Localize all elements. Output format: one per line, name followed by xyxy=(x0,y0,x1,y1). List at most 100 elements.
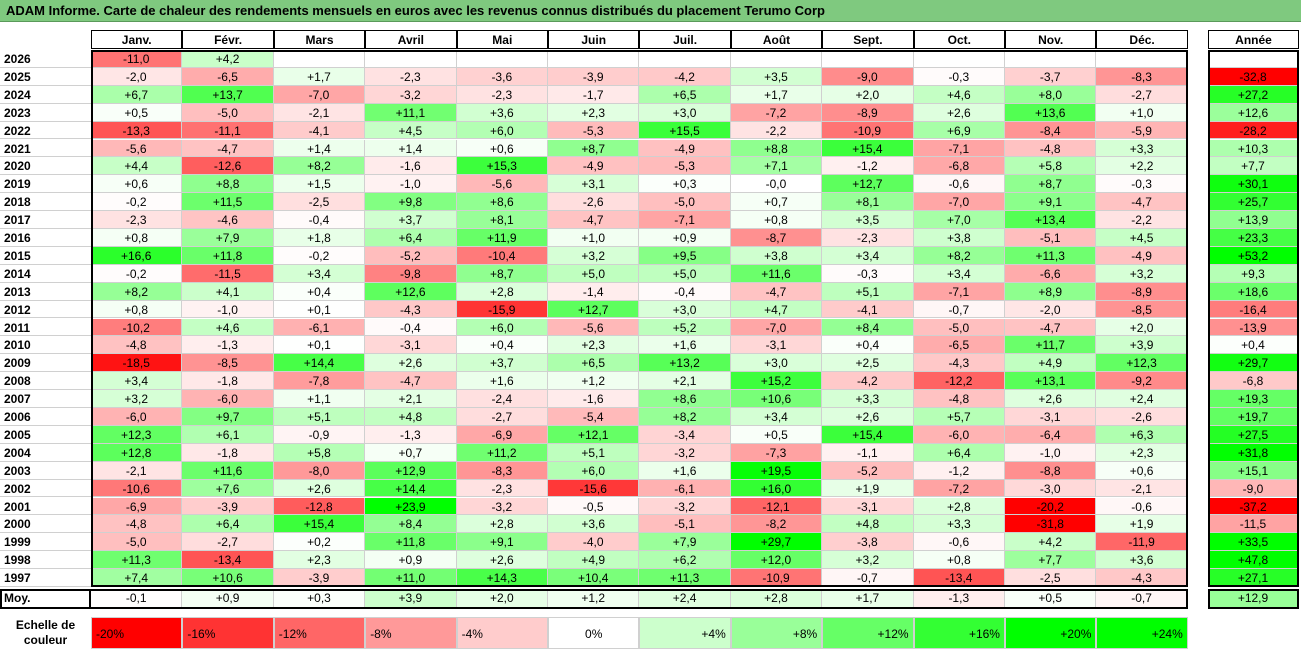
legend-stop: +20% xyxy=(1005,617,1097,649)
heatmap-cell: -0,4 xyxy=(273,211,366,229)
annual-cell: -11,5 xyxy=(1208,515,1299,534)
annual-cell: -9,0 xyxy=(1208,479,1299,498)
heatmap-cell: +2,8 xyxy=(456,282,548,301)
legend-stop: -20% xyxy=(91,617,183,649)
heatmap-cell: +2,6 xyxy=(456,551,548,570)
heatmap-cell: -4,7 xyxy=(365,372,457,391)
heatmap-cell: +13,6 xyxy=(1005,103,1097,122)
month-header: Déc. xyxy=(1096,30,1188,49)
annual-cell: -28,2 xyxy=(1208,121,1299,140)
heatmap-cell: -5,6 xyxy=(456,175,548,194)
heatmap-cell: +7,9 xyxy=(182,229,274,247)
average-cell: +2,8 xyxy=(730,589,823,609)
heatmap-cell: +2,6 xyxy=(273,479,366,498)
heatmap-cell: +11,8 xyxy=(365,533,457,552)
heatmap-cell: -5,2 xyxy=(822,461,914,480)
heatmap-cell: -6,4 xyxy=(1005,425,1097,444)
heatmap-cell: -2,0 xyxy=(1005,300,1097,319)
heatmap-cell: +12,7 xyxy=(548,300,640,319)
heatmap-cell: +6,0 xyxy=(456,318,548,337)
year-label: 2023 xyxy=(0,103,91,122)
heatmap-cell: +5,7 xyxy=(913,408,1005,426)
heatmap-cell: -1,2 xyxy=(913,461,1005,480)
heatmap-cell: +3,4 xyxy=(91,372,183,391)
legend-label-line: couleur xyxy=(23,633,68,647)
year-label: 2020 xyxy=(0,157,91,176)
heatmap-cell: +12,3 xyxy=(91,425,183,444)
heatmap-cell: -2,7 xyxy=(456,408,548,426)
heatmap-cell: -6,5 xyxy=(913,336,1005,355)
heatmap-cell: -3,1 xyxy=(1005,408,1097,426)
month-header: Oct. xyxy=(913,30,1005,49)
heatmap-cell: +16,0 xyxy=(730,479,823,498)
year-label: 2001 xyxy=(0,497,91,516)
heatmap-cell: -4,7 xyxy=(1005,318,1097,337)
heatmap-cell: -12,1 xyxy=(730,497,823,516)
heatmap-cell: +3,6 xyxy=(1096,551,1188,570)
heatmap-cell: +0,5 xyxy=(91,103,183,122)
heatmap-cell: -0,7 xyxy=(822,569,914,587)
heatmap-cell: -5,3 xyxy=(548,121,640,140)
heatmap-cell: +3,2 xyxy=(548,246,640,265)
heatmap-cell: +9,5 xyxy=(639,246,731,265)
heatmap-cell: +2,3 xyxy=(548,336,640,355)
heatmap-cell: +3,0 xyxy=(639,300,731,319)
heatmap-cell: +13,1 xyxy=(1005,372,1097,391)
heatmap-cell: -4,8 xyxy=(913,390,1005,408)
month-header: Mai xyxy=(456,30,548,49)
heatmap-cell: +6,4 xyxy=(182,515,274,534)
heatmap-cell: +19,5 xyxy=(730,461,823,480)
heatmap-cell: -2,7 xyxy=(182,533,274,552)
heatmap-cell: -4,3 xyxy=(365,300,457,319)
month-header: Mars xyxy=(273,30,366,49)
heatmap-cell: -4,7 xyxy=(548,211,640,229)
heatmap-cell: +8,7 xyxy=(1005,175,1097,194)
month-header: Juin xyxy=(548,30,640,49)
heatmap-cell: +7,6 xyxy=(182,479,274,498)
heatmap-cell: +8,8 xyxy=(730,139,823,158)
heatmap-cell: +2,3 xyxy=(273,551,366,570)
year-label: 2002 xyxy=(0,479,91,498)
heatmap-cell: -11,1 xyxy=(182,121,274,140)
heatmap-cell: -8,3 xyxy=(456,461,548,480)
heatmap-cell: +1,9 xyxy=(822,479,914,498)
annual-cell xyxy=(1208,50,1299,68)
heatmap-cell: -0,2 xyxy=(273,246,366,265)
heatmap-cell: +13,4 xyxy=(1005,211,1097,229)
heatmap-cell: +13,2 xyxy=(639,354,731,373)
heatmap-cell: -9,2 xyxy=(1096,372,1188,391)
heatmap-cell: +11,0 xyxy=(365,569,457,587)
heatmap-cell: -1,0 xyxy=(1005,443,1097,462)
heatmap-cell: +9,7 xyxy=(182,408,274,426)
heatmap-cell: +3,4 xyxy=(273,264,366,283)
heatmap-cell: -3,2 xyxy=(639,443,731,462)
heatmap-cell: +4,9 xyxy=(548,551,640,570)
heatmap-cell: +4,5 xyxy=(1096,229,1188,247)
heatmap-cell: -1,0 xyxy=(182,300,274,319)
year-label: 2005 xyxy=(0,425,91,444)
heatmap-cell: +11,7 xyxy=(1005,336,1097,355)
heatmap-cell: -31,8 xyxy=(1005,515,1097,534)
heatmap-cell: -12,2 xyxy=(913,372,1005,391)
heatmap-cell: +2,0 xyxy=(822,85,914,104)
heatmap-cell: +8,4 xyxy=(365,515,457,534)
year-label: 1997 xyxy=(0,569,91,587)
annual-cell: +30,1 xyxy=(1208,175,1299,194)
heatmap-cell: +11,3 xyxy=(639,569,731,587)
heatmap-cell: +2,5 xyxy=(822,354,914,373)
heatmap-cell: +8,1 xyxy=(456,211,548,229)
heatmap-cell: +10,6 xyxy=(730,390,823,408)
heatmap-cell: -0,4 xyxy=(365,318,457,337)
year-total-header: Année xyxy=(1208,30,1299,49)
heatmap-cell: +4,9 xyxy=(1005,354,1097,373)
heatmap-cell: -5,0 xyxy=(91,533,183,552)
heatmap-cell: +15,3 xyxy=(456,157,548,176)
heatmap-cell: -1,4 xyxy=(548,282,640,301)
month-header: Janv. xyxy=(91,30,183,49)
heatmap-cell: +11,5 xyxy=(182,193,274,212)
year-label: 2025 xyxy=(0,67,91,86)
heatmap-cell: +12,7 xyxy=(822,175,914,194)
heatmap-cell: -7,8 xyxy=(273,372,366,391)
heatmap-cell: -3,0 xyxy=(1005,479,1097,498)
heatmap-cell: -2,3 xyxy=(91,211,183,229)
